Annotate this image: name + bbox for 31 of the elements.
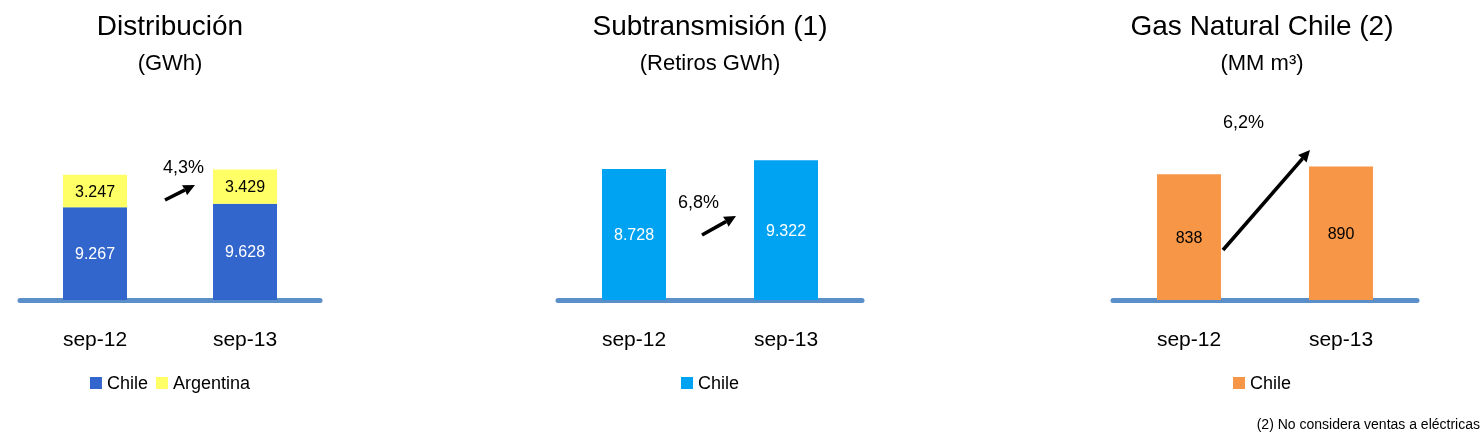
legend-label: Argentina (172, 373, 252, 393)
chart-subtitle: (GWh) (137, 49, 203, 75)
text: 6,2% (1223, 112, 1265, 132)
legend-label: Chile (697, 373, 740, 393)
x-tick-label: sep-13 (1308, 327, 1374, 350)
chart-title: Gas Natural Chile (2) (1130, 9, 1394, 41)
data-label: 9.267 (74, 245, 116, 263)
data-label: 3.247 (74, 182, 116, 200)
data-label: 9.322 (765, 221, 807, 239)
data-label: 8.728 (613, 226, 655, 244)
chart-subtitle: (MM m³) (1220, 49, 1304, 75)
x-tick-label: sep-12 (62, 327, 128, 350)
legend-label: Chile (106, 373, 148, 393)
bar (63, 207, 127, 300)
data-label: 3.429 (224, 178, 266, 196)
x-tick-label: sep-12 (601, 327, 667, 350)
data-label: 838 (1175, 228, 1203, 246)
chart-subtitle: (Retiros GWh) (639, 49, 781, 75)
bar (213, 169, 277, 204)
legend-label: Chile (1249, 373, 1292, 393)
chart-title: Subtransmisión (1) (592, 9, 828, 41)
chart-title: Distribución (96, 9, 244, 41)
x-tick-label: sep-12 (1156, 327, 1222, 350)
x-tick-label: sep-13 (212, 327, 278, 350)
text: (2) No considera ventas a eléctricas (1256, 416, 1480, 432)
data-label: 9.628 (224, 243, 266, 261)
annotation: 6,8% (678, 192, 720, 212)
bar (213, 203, 277, 300)
data-label: 890 (1327, 224, 1355, 242)
annotation: 4,3% (163, 157, 205, 177)
x-tick-label: sep-13 (753, 327, 819, 350)
